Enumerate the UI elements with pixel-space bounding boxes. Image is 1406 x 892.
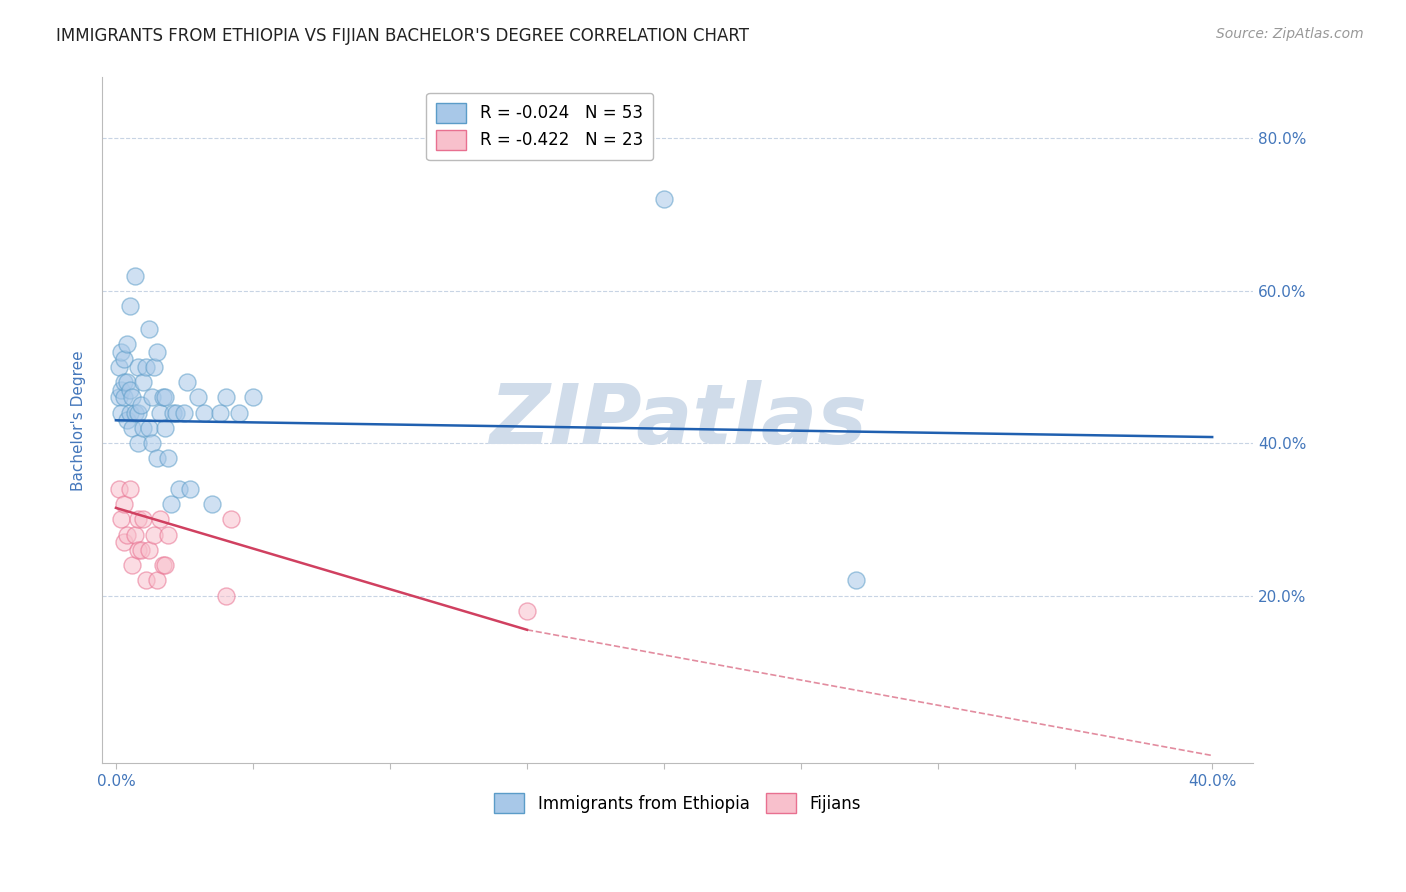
Point bbox=[115, 337, 138, 351]
Point bbox=[179, 482, 201, 496]
Point bbox=[159, 497, 181, 511]
Point bbox=[143, 527, 166, 541]
Point bbox=[219, 512, 242, 526]
Point bbox=[127, 359, 149, 374]
Point bbox=[118, 383, 141, 397]
Point bbox=[845, 574, 868, 588]
Point bbox=[124, 527, 146, 541]
Point bbox=[132, 375, 155, 389]
Point bbox=[141, 436, 163, 450]
Point bbox=[146, 344, 169, 359]
Point bbox=[138, 542, 160, 557]
Point bbox=[149, 512, 172, 526]
Point bbox=[135, 359, 157, 374]
Point bbox=[242, 391, 264, 405]
Point bbox=[124, 406, 146, 420]
Y-axis label: Bachelor's Degree: Bachelor's Degree bbox=[72, 350, 86, 491]
Point bbox=[155, 421, 177, 435]
Point bbox=[138, 322, 160, 336]
Point bbox=[107, 391, 129, 405]
Point bbox=[146, 451, 169, 466]
Point bbox=[115, 375, 138, 389]
Point bbox=[121, 391, 143, 405]
Point bbox=[155, 391, 177, 405]
Point bbox=[112, 535, 135, 549]
Point bbox=[143, 359, 166, 374]
Point bbox=[132, 421, 155, 435]
Point bbox=[124, 268, 146, 283]
Point bbox=[129, 542, 152, 557]
Point bbox=[112, 375, 135, 389]
Point bbox=[118, 299, 141, 313]
Point bbox=[152, 558, 174, 572]
Point bbox=[121, 558, 143, 572]
Point bbox=[156, 451, 179, 466]
Point bbox=[112, 352, 135, 367]
Point bbox=[176, 375, 198, 389]
Point bbox=[141, 391, 163, 405]
Legend: Immigrants from Ethiopia, Fijians: Immigrants from Ethiopia, Fijians bbox=[485, 783, 872, 823]
Point bbox=[201, 497, 224, 511]
Point bbox=[127, 542, 149, 557]
Point bbox=[107, 482, 129, 496]
Point bbox=[162, 406, 184, 420]
Point bbox=[129, 398, 152, 412]
Point bbox=[132, 512, 155, 526]
Point bbox=[118, 482, 141, 496]
Point bbox=[214, 589, 236, 603]
Point bbox=[167, 482, 190, 496]
Point bbox=[156, 527, 179, 541]
Point bbox=[228, 406, 250, 420]
Point bbox=[652, 192, 675, 206]
Text: Source: ZipAtlas.com: Source: ZipAtlas.com bbox=[1216, 27, 1364, 41]
Point bbox=[187, 391, 209, 405]
Point bbox=[165, 406, 187, 420]
Point bbox=[152, 391, 174, 405]
Point bbox=[173, 406, 195, 420]
Point bbox=[110, 406, 132, 420]
Point bbox=[115, 527, 138, 541]
Point bbox=[209, 406, 232, 420]
Point bbox=[121, 421, 143, 435]
Point bbox=[146, 574, 169, 588]
Point bbox=[107, 359, 129, 374]
Point bbox=[110, 344, 132, 359]
Point bbox=[149, 406, 172, 420]
Point bbox=[112, 391, 135, 405]
Point bbox=[516, 604, 538, 618]
Point bbox=[110, 512, 132, 526]
Point bbox=[110, 383, 132, 397]
Point bbox=[214, 391, 236, 405]
Point bbox=[112, 497, 135, 511]
Point bbox=[118, 406, 141, 420]
Point bbox=[115, 413, 138, 427]
Point bbox=[138, 421, 160, 435]
Point bbox=[193, 406, 215, 420]
Point bbox=[127, 436, 149, 450]
Point bbox=[155, 558, 177, 572]
Point bbox=[127, 406, 149, 420]
Point bbox=[135, 574, 157, 588]
Text: ZIPatlas: ZIPatlas bbox=[489, 380, 866, 461]
Point bbox=[127, 512, 149, 526]
Text: IMMIGRANTS FROM ETHIOPIA VS FIJIAN BACHELOR'S DEGREE CORRELATION CHART: IMMIGRANTS FROM ETHIOPIA VS FIJIAN BACHE… bbox=[56, 27, 749, 45]
